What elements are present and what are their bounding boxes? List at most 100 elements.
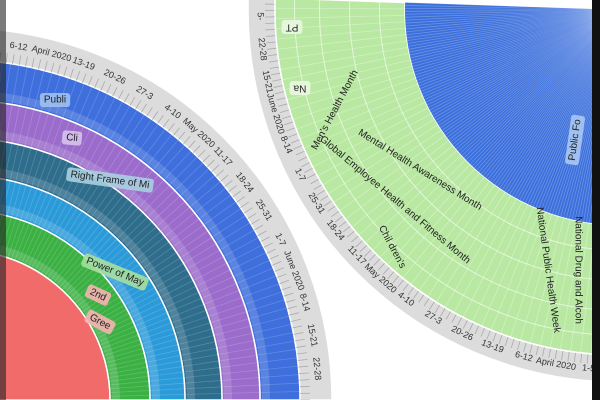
stripe [241,283,280,298]
stripe [147,190,176,218]
stripe [282,53,410,81]
stripe [50,248,76,281]
stripe [163,150,192,181]
stripe [219,354,257,362]
stripe [280,109,290,113]
stripe [168,218,200,243]
stripe [468,322,474,332]
stripe [240,201,249,209]
stripe [260,236,270,242]
stripe [221,384,260,388]
stripe [100,81,106,91]
stripe [554,349,558,360]
stripe [281,286,292,291]
stripe [121,282,153,302]
stripe [223,237,259,257]
stripe [320,194,330,201]
event-box [61,130,83,146]
stripe [407,12,600,44]
stripe [109,105,131,141]
stripe [219,362,258,368]
stripe [216,340,255,349]
stripe [180,347,217,356]
stripe [201,283,237,299]
stripe [47,158,63,193]
stripe [162,119,170,128]
stripe [11,183,22,218]
stripe [140,128,166,162]
stripe [179,341,216,351]
stripe [18,55,22,66]
stripe [500,211,547,334]
stripe [549,220,577,348]
stripe [5,53,8,64]
stripe [422,18,600,95]
stripe [368,253,377,262]
stripe [213,325,251,336]
stripe [41,240,64,275]
stripe [405,10,600,24]
stripe [73,129,91,165]
stripe [303,95,424,149]
stripe [529,217,565,344]
stripe [128,118,152,153]
stripe [267,47,278,50]
stripe [296,352,307,355]
stripe [129,96,136,106]
stripe [195,269,231,287]
stripe [107,366,148,375]
stripe [448,24,600,141]
stripe [322,118,435,186]
stripe [203,290,240,305]
stripe [215,169,224,177]
stripe [233,259,271,277]
stripe [210,311,247,324]
event: 2nd [84,284,112,306]
stripe [136,317,170,331]
stripe [149,393,185,396]
stripe [176,230,209,253]
stripe [265,35,276,37]
stripe [25,56,28,67]
stripe [446,24,600,138]
stripe [112,87,118,97]
stripe [413,15,600,70]
stripe [338,220,348,228]
stripe [164,212,195,237]
stripe [405,11,600,27]
stripe [345,139,450,220]
stripe [219,229,255,251]
stripe [415,16,600,79]
stripe [221,392,260,394]
stripe [208,304,245,317]
stripe [407,286,415,296]
stripe [402,282,410,292]
stripe [29,190,43,224]
stripe [529,343,533,354]
stripe [567,351,570,362]
stripe [183,367,221,373]
stripe [276,27,406,40]
stripe [151,111,159,120]
ring-inner [0,168,195,400]
stripe [346,230,356,238]
stripe [480,327,486,337]
stripe [486,329,492,340]
stripe [203,201,237,226]
stripe [580,352,583,363]
stripe [444,195,512,308]
stripe [438,22,600,126]
stripe [145,252,177,274]
stripe [467,29,600,163]
stripe [156,201,186,227]
stripe [490,209,541,331]
stripe [215,332,253,343]
stripe [474,324,480,335]
stripe [250,315,290,327]
stripe [123,93,130,103]
stripe [542,346,546,357]
event-box [39,93,71,107]
ring [0,254,111,400]
stripe [82,73,87,83]
stripe [84,136,104,171]
